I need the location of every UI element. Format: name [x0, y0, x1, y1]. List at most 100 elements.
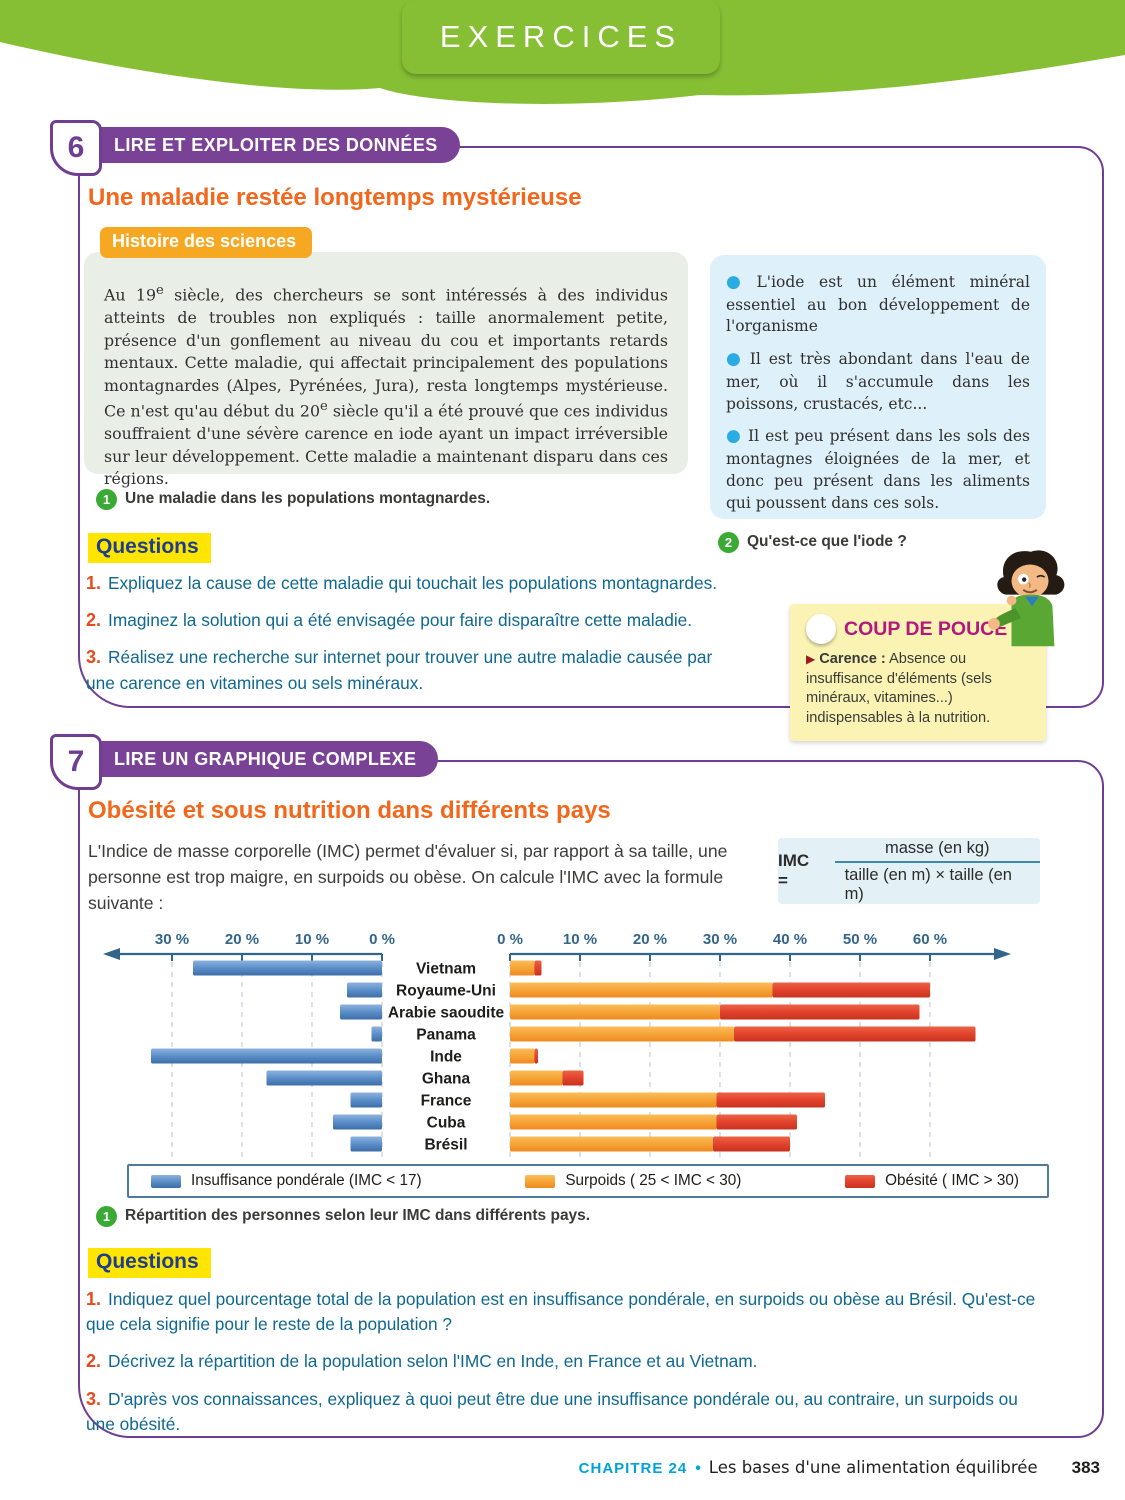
svg-text:20 %: 20 % [633, 931, 667, 948]
figure1-caption-ex6: 1 Une maladie dans les populations monta… [96, 489, 656, 510]
figure1-caption-text-ex7: Répartition des personnes selon leur IMC… [125, 1207, 591, 1224]
svg-text:30 %: 30 % [155, 931, 189, 948]
bar-underweight [333, 1114, 382, 1130]
footer-page-number: 383 [1071, 1458, 1100, 1477]
question-text: Décrivez la répartition de la population… [108, 1351, 758, 1372]
chart-legend: Insuffisance pondérale (IMC < 17) Surpoid… [127, 1164, 1049, 1198]
coup-de-pouce-header: COUP DE POUCE [806, 614, 1032, 644]
question-text: Réalisez une recherche sur internet pour… [86, 647, 713, 693]
coup-de-pouce-title: COUP DE POUCE [844, 617, 1008, 640]
superscript-text: e [320, 398, 328, 414]
info-bullet-text: Il est très abondant dans l'eau de mer, … [726, 350, 1030, 413]
exercise7-skill-label: LIRE UN GRAPHIQUE COMPLEXE [114, 748, 417, 769]
footer-chapter: CHAPITRE 24 [578, 1460, 688, 1477]
exercise6-skill-label: LIRE ET EXPLOITER DES DONNÉES [114, 134, 438, 155]
legend-swatch [151, 1174, 181, 1188]
info-bullet-text: L'iode est un élément minéral essentiel … [726, 273, 1030, 336]
bar-overweight [510, 960, 535, 976]
figure2-number-circle: 2 [718, 532, 739, 553]
bar-underweight [350, 1136, 382, 1152]
document-text-box: Au 19e siècle, des chercheurs se sont in… [84, 252, 688, 488]
imc-formula-lhs: IMC = [778, 851, 810, 890]
legend-item: Surpoids ( 25 < IMC < 30) [525, 1172, 741, 1190]
question-number: 2. [86, 610, 102, 631]
chart-svg: 30 % 20 % 10 % 0 % 0 % 10 % 20 % 30 % 40 % 50 % 60… [103, 931, 1011, 1158]
legend-label: Surpoids ( 25 < IMC < 30) [565, 1172, 742, 1189]
question-number: 1. [86, 573, 102, 593]
figure1-number-circle-ex7: 1 [96, 1206, 117, 1227]
question-row: 2. Décrivez la répartition de la populati… [86, 1348, 1038, 1374]
question-row: 3. Réalisez une recherche sur internet po… [86, 644, 742, 695]
country-label: Brésil [424, 1137, 467, 1154]
exercices-banner-label: EXERCICES [439, 19, 683, 54]
question-text: Expliquez la cause de cette maladie qui … [108, 573, 718, 593]
bar-obesity [562, 1070, 584, 1086]
country-label: Panama [416, 1027, 476, 1044]
bar-obesity [716, 1114, 797, 1130]
bullet-dot-icon: ● [726, 272, 751, 292]
bar-obesity [534, 1048, 538, 1064]
country-label: Royaume-Uni [396, 983, 496, 1000]
question-number: 3. [86, 647, 102, 668]
questions-list-ex6: 1. Expliquez la cause de cette maladie qu… [86, 570, 742, 707]
history-of-science-tag: Histoire des sciences [100, 227, 313, 258]
svg-text:20 %: 20 % [225, 931, 259, 948]
svg-text:10 %: 10 % [563, 931, 597, 948]
legend-item: Obésité ( IMC > 30) [845, 1172, 1019, 1190]
exercise6-number: 6 [67, 131, 85, 164]
mascot-boy-illustration [988, 550, 1065, 647]
bar-overweight [510, 1136, 713, 1152]
figure1-number-circle: 1 [96, 489, 117, 510]
bar-overweight [510, 1114, 717, 1130]
bar-obesity [734, 1026, 976, 1042]
legend-swatch [845, 1174, 876, 1188]
exercise6-frame [78, 146, 1104, 708]
figure1-caption-ex7: 1 Répartition des personnes selon leur I… [96, 1206, 796, 1227]
bar-overweight [510, 982, 773, 998]
exercise7-number: 7 [67, 745, 85, 778]
bar-overweight [510, 1048, 535, 1064]
coup-de-pouce-body: ▶ Carence : Absence ou insuffisance d'élé… [806, 650, 1032, 729]
footer-chapter-title: Les bases d'une alimentation équilibrée [708, 1458, 1038, 1477]
question-row: 1. Indiquez quel pourcentage total de la … [86, 1286, 1038, 1337]
exercise7-skill-pill: LIRE UN GRAPHIQUE COMPLEXE [96, 741, 439, 777]
svg-text:50 %: 50 % [843, 931, 877, 948]
bar-overweight [510, 1026, 734, 1042]
question-text: D'après vos connaissances, expliquez à q… [86, 1388, 1018, 1434]
question-number: 3. [86, 1388, 102, 1409]
legend-label: Insuffisance pondérale (IMC < 17) [191, 1172, 422, 1189]
footer-bullet: • [695, 1460, 701, 1477]
imc-formula-fraction: masse (en kg) taille (en m) × taille (en… [834, 838, 1040, 905]
question-text: Indiquez quel pourcentage total de la po… [86, 1289, 1036, 1335]
country-label: Inde [430, 1049, 462, 1066]
bar-overweight [510, 1004, 720, 1020]
imc-formula-numerator: masse (en kg) [885, 838, 990, 857]
bar-underweight [151, 1048, 382, 1064]
bar-underweight [347, 982, 382, 998]
svg-text:0 %: 0 % [369, 931, 395, 948]
document-paragraph: Au 19e siècle, des chercheurs se sont in… [104, 282, 668, 491]
page-footer: CHAPITRE 24 • Les bases d'une alimentati… [0, 1458, 1100, 1478]
iodine-bullet-list: ● L'iode est un élément minéral essentiel… [726, 271, 1030, 514]
coup-de-pouce-term: Carence : [819, 651, 886, 667]
exercise7-number-badge: 7 [50, 734, 102, 790]
exercise6-skill-pill: LIRE ET EXPLOITER DES DONNÉES [96, 127, 460, 163]
question-row: 1. Expliquez la cause de cette maladie qu… [86, 570, 742, 596]
triangle-bullet-icon: ▶ [806, 652, 816, 666]
question-number: 2. [86, 1351, 102, 1372]
bar-overweight [510, 1092, 717, 1108]
exercices-banner: EXERCICES [402, 0, 720, 74]
imc-formula-box: IMC = masse (en kg) taille (en m) × tail… [778, 838, 1040, 904]
iodine-info-box: ● L'iode est un élément minéral essentiel… [710, 255, 1046, 519]
question-text: Imaginez la solution qui a été envisagée… [108, 610, 693, 631]
bar-obesity [713, 1136, 790, 1152]
country-label: Vietnam [416, 961, 476, 978]
figure2-caption-ex6: 2 Qu'est-ce que l'iode ? [718, 532, 1038, 553]
imc-formula-denominator: taille (en m) × taille (en m) [834, 860, 1040, 905]
svg-text:10 %: 10 % [295, 931, 329, 948]
coup-de-pouce-circle-icon [806, 614, 836, 644]
svg-text:30 %: 30 % [703, 931, 737, 948]
info-bullet-text: Il est peu présent dans les sols des mon… [726, 427, 1030, 512]
info-bullet-item: ● Il est très abondant dans l'eau de mer,… [726, 348, 1030, 415]
